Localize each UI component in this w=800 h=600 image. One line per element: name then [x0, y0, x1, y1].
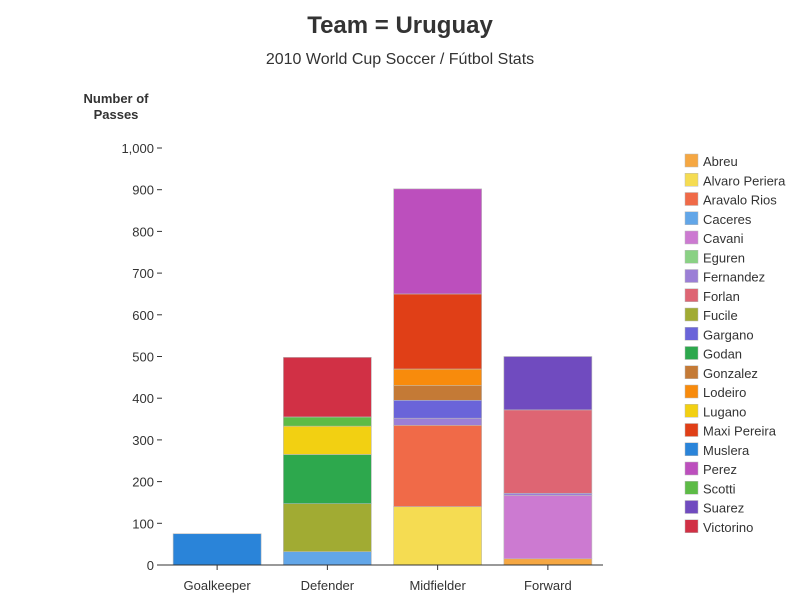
legend: Abreu Alvaro Periera Aravalo Rios Caceres Ca… [684, 153, 786, 535]
legend-label: Cavani [703, 231, 744, 246]
bar-segment [393, 417, 482, 426]
bar-segment [283, 551, 372, 566]
y-tick-label: 700 [132, 266, 154, 281]
legend-swatch [684, 327, 699, 341]
y-tick-label: 100 [132, 516, 154, 531]
x-tick-label: Goalkeeper [184, 578, 252, 593]
legend-swatch [684, 461, 699, 476]
y-tick-label: 300 [132, 433, 154, 448]
legend-label: Forlan [703, 289, 740, 304]
legend-swatch [684, 500, 699, 514]
bar-segment [503, 356, 593, 411]
legend-label: Eguren [703, 250, 745, 265]
legend-label: Caceres [703, 212, 752, 227]
legend-label: Fernandez [703, 270, 765, 285]
legend-swatch [684, 288, 699, 302]
legend-label: Godan [703, 347, 742, 362]
y-axis-label-line-1: Number of [84, 91, 150, 106]
legend-swatch [684, 307, 699, 322]
bar-segment [503, 492, 593, 496]
legend-label: Alvaro Periera [703, 173, 786, 188]
legend-label: Scotti [703, 481, 736, 496]
bar-segment [393, 293, 482, 370]
bar-segment [503, 558, 593, 566]
y-tick-label: 400 [132, 391, 154, 406]
legend-label: Fucile [703, 308, 738, 323]
bar-segment [283, 425, 372, 455]
x-axis: Goalkeeper Defender Midfielder Forward [162, 564, 603, 593]
bar-segment [393, 188, 482, 295]
x-tick-label: Forward [524, 578, 572, 593]
y-tick-label: 0 [147, 558, 154, 573]
legend-label: Perez [703, 462, 737, 477]
legend-swatch [684, 384, 699, 399]
bar-segment [393, 368, 482, 386]
legend-swatch [684, 404, 699, 418]
legend-label: Victorino [703, 520, 753, 535]
y-axis-label-line-2: Passes [94, 107, 139, 122]
chart-title: Team = Uruguay [307, 12, 493, 39]
legend-label: Suarez [703, 501, 744, 516]
legend-swatch [684, 211, 699, 225]
legend-label: Abreu [703, 154, 738, 169]
legend-swatch [684, 365, 699, 379]
y-axis: 0 100 200 300 400 500 600 700 800 900 1,000 [121, 141, 162, 573]
legend-swatch [684, 481, 699, 495]
x-tick-label: Defender [301, 578, 355, 593]
y-tick-label: 500 [132, 350, 154, 365]
bar-segment [283, 416, 372, 427]
bar-segment [503, 495, 593, 560]
legend-swatch [684, 192, 699, 206]
y-tick-label: 600 [132, 308, 154, 323]
legend-label: Gargano [703, 327, 754, 342]
legend-swatch [684, 250, 699, 264]
bar-segment [503, 409, 593, 494]
y-tick-label: 200 [132, 475, 154, 490]
legend-swatch [684, 153, 699, 168]
legend-swatch [684, 442, 699, 456]
bar-segment [283, 357, 372, 418]
y-tick-label: 800 [132, 224, 154, 239]
legend-label: Maxi Pereira [703, 424, 777, 439]
bar-segment [172, 533, 262, 566]
bar-segment [393, 506, 482, 566]
legend-swatch [684, 269, 699, 283]
legend-swatch [684, 423, 699, 437]
legend-swatch [684, 519, 699, 533]
y-tick-label: 900 [132, 183, 154, 198]
legend-label: Muslera [703, 443, 750, 458]
legend-label: Gonzalez [703, 366, 758, 381]
chart-subtitle: 2010 World Cup Soccer / Fútbol Stats [266, 51, 534, 68]
legend-swatch [684, 173, 699, 187]
bar-segment [283, 503, 372, 552]
bar-segment [283, 454, 372, 505]
bar-segment [393, 425, 482, 507]
bars [172, 188, 593, 566]
y-tick-label: 1,000 [121, 141, 154, 156]
legend-label: Lodeiro [703, 385, 746, 400]
bar-segment [393, 385, 482, 401]
legend-label: Aravalo Rios [703, 193, 777, 208]
legend-swatch [684, 230, 699, 245]
x-tick-label: Midfielder [409, 578, 466, 593]
legend-swatch [684, 346, 699, 360]
legend-label: Lugano [703, 404, 746, 419]
bar-segment [393, 399, 482, 419]
